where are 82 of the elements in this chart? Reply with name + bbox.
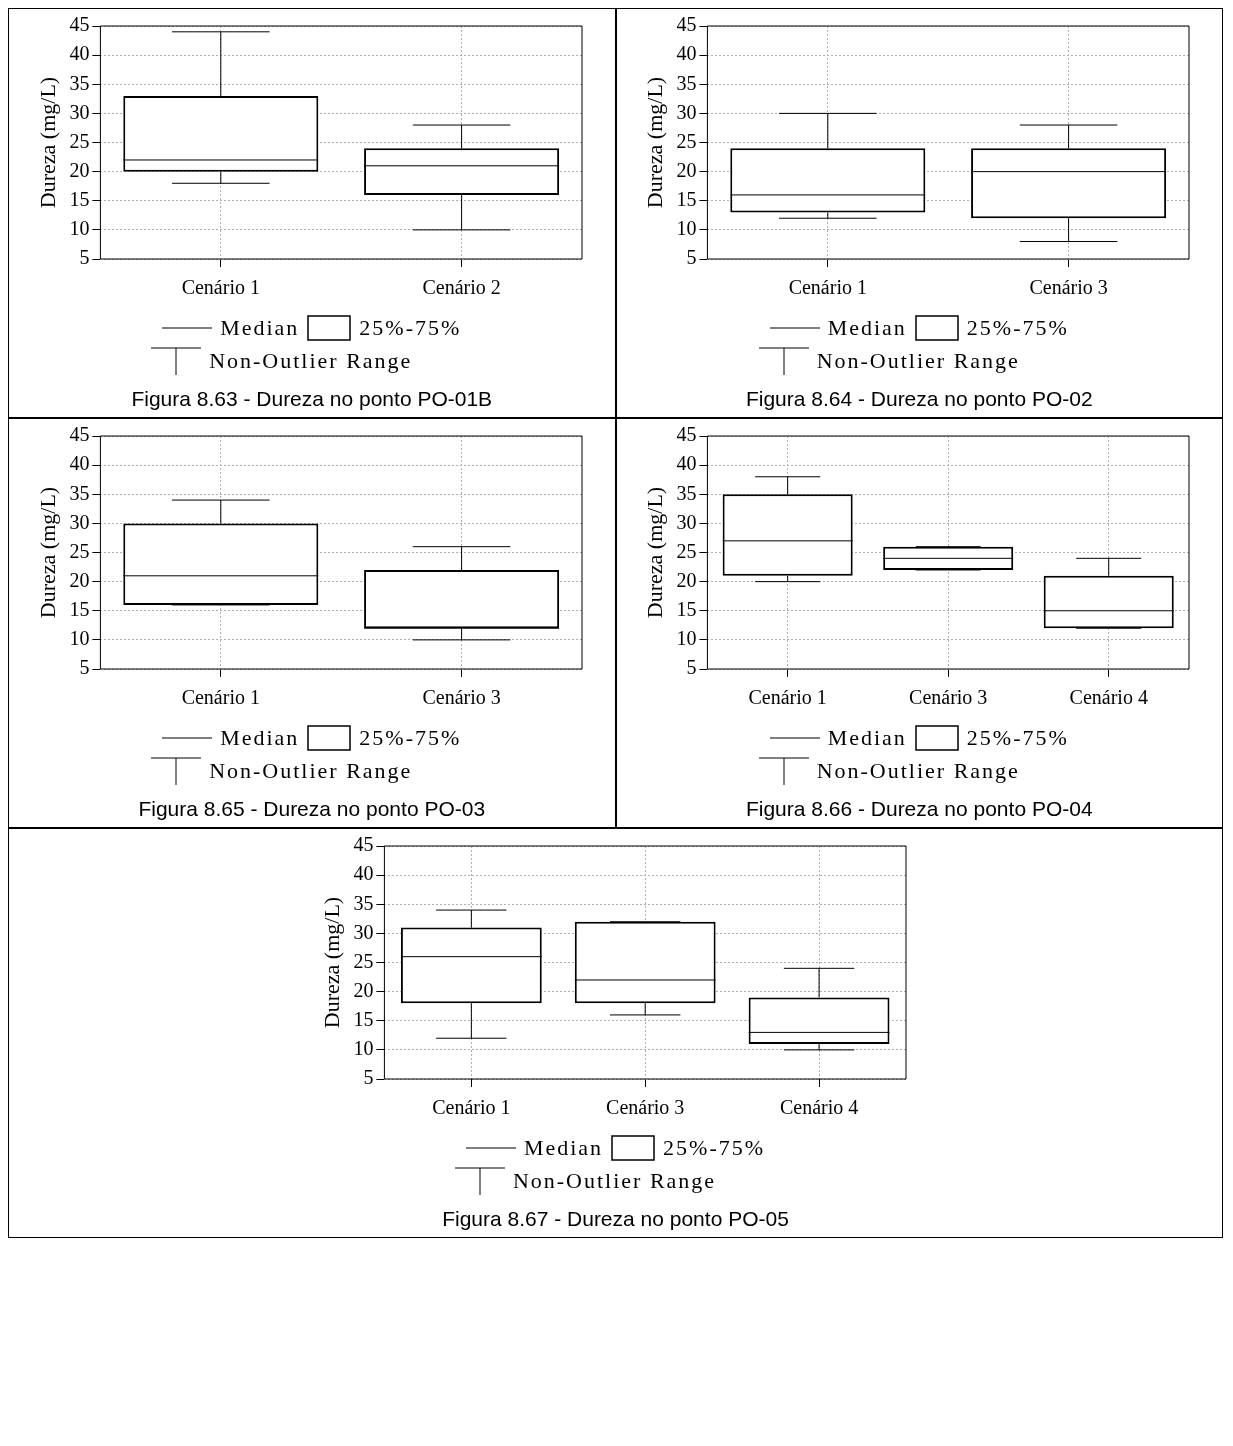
- y-tick-label: 25: [69, 129, 90, 152]
- text: 25%-75%: [359, 315, 462, 341]
- y-tick-label: 25: [352, 949, 373, 972]
- text: Figura 8.63 - Dureza no ponto PO-01B: [131, 387, 493, 411]
- y-tick-label: 10: [69, 217, 90, 240]
- x-tick-label: Cenário 4: [1069, 686, 1149, 709]
- y-tick-label: 45: [352, 833, 373, 856]
- y-tick-label: 40: [352, 862, 373, 885]
- y-tick-label: 30: [69, 100, 90, 123]
- y-tick-label: 35: [352, 891, 373, 914]
- y-tick-label: 30: [69, 510, 90, 533]
- text: 25%-75%: [359, 725, 462, 751]
- y-tick-label: 10: [676, 627, 697, 650]
- text: Non-Outlier Range: [816, 758, 1020, 784]
- text: 25%-75%: [966, 725, 1069, 751]
- y-tick-label: 15: [676, 188, 697, 210]
- y-tick-label: 20: [676, 568, 697, 591]
- y-tick-label: 15: [69, 188, 90, 210]
- y-tick-label: 15: [676, 598, 697, 620]
- x-tick-label: Cenário 3: [422, 686, 501, 709]
- text: Figura 8.64 - Dureza no ponto PO-02: [745, 387, 1093, 411]
- y-tick-label: 45: [676, 423, 697, 446]
- y-tick-label: 15: [69, 598, 90, 620]
- y-tick-label: 10: [676, 217, 697, 240]
- y-tick-label: 40: [69, 42, 90, 65]
- y-tick-label: 5: [686, 656, 697, 679]
- y-tick-label: 30: [352, 920, 373, 943]
- x-tick-label: Cenário 2: [422, 276, 501, 299]
- x-tick-label: Cenário 4: [779, 1096, 858, 1119]
- y-tick-label: 5: [79, 246, 90, 269]
- y-tick-label: 20: [676, 158, 697, 181]
- y-axis-title: Dureza (mg/L): [34, 486, 60, 619]
- y-axis-title: Dureza (mg/L): [318, 896, 344, 1029]
- y-tick-label: 10: [352, 1037, 373, 1060]
- x-tick-label: Cenário 1: [788, 276, 868, 299]
- y-tick-label: 5: [686, 246, 697, 269]
- y-tick-label: 5: [362, 1066, 373, 1089]
- y-tick-label: 35: [676, 71, 697, 94]
- text: Figura 8.65 - Dureza no ponto PO-03: [138, 797, 486, 821]
- x-tick-label: Cenário 3: [1029, 276, 1109, 299]
- text: Non-Outlier Range: [816, 348, 1020, 374]
- text: Non-Outlier Range: [209, 758, 413, 784]
- y-tick-label: 30: [676, 510, 697, 533]
- y-tick-label: 40: [676, 42, 697, 65]
- y-tick-label: 40: [676, 452, 697, 475]
- text: 25%-75%: [966, 315, 1069, 341]
- text: Figura 8.67 - Dureza no ponto PO-05: [442, 1207, 789, 1231]
- y-tick-label: 25: [69, 539, 90, 562]
- text: 25%-75%: [663, 1135, 766, 1161]
- x-tick-label: Cenário 3: [909, 686, 988, 709]
- y-tick-label: 20: [352, 978, 373, 1001]
- y-tick-label: 5: [79, 656, 90, 679]
- text: Median: [827, 315, 907, 341]
- y-axis-title: Dureza (mg/L): [642, 76, 668, 209]
- y-tick-label: 40: [69, 452, 90, 475]
- y-axis-title: Dureza (mg/L): [34, 76, 60, 209]
- y-tick-label: 45: [676, 13, 697, 36]
- x-tick-label: Cenário 1: [181, 686, 260, 709]
- y-tick-label: 45: [69, 13, 90, 36]
- y-tick-label: 35: [69, 71, 90, 94]
- x-tick-label: Cenário 3: [605, 1096, 684, 1119]
- x-tick-label: Cenário 1: [431, 1096, 510, 1119]
- y-tick-label: 25: [676, 129, 697, 152]
- y-tick-label: 15: [352, 1008, 373, 1030]
- y-tick-label: 20: [69, 568, 90, 591]
- text: Non-Outlier Range: [512, 1168, 717, 1194]
- text: Figura 8.66 - Dureza no ponto PO-04: [745, 797, 1093, 821]
- text: Median: [220, 725, 300, 751]
- text: Median: [523, 1135, 604, 1161]
- y-tick-label: 45: [69, 423, 90, 446]
- y-tick-label: 30: [676, 100, 697, 123]
- x-tick-label: Cenário 1: [748, 686, 828, 709]
- text: Non-Outlier Range: [209, 348, 413, 374]
- text: Median: [827, 725, 907, 751]
- y-tick-label: 35: [69, 481, 90, 504]
- y-tick-label: 20: [69, 158, 90, 181]
- text: Median: [220, 315, 300, 341]
- y-tick-label: 25: [676, 539, 697, 562]
- y-tick-label: 35: [676, 481, 697, 504]
- y-tick-label: 10: [69, 627, 90, 650]
- x-tick-label: Cenário 1: [181, 276, 260, 299]
- y-axis-title: Dureza (mg/L): [642, 486, 668, 619]
